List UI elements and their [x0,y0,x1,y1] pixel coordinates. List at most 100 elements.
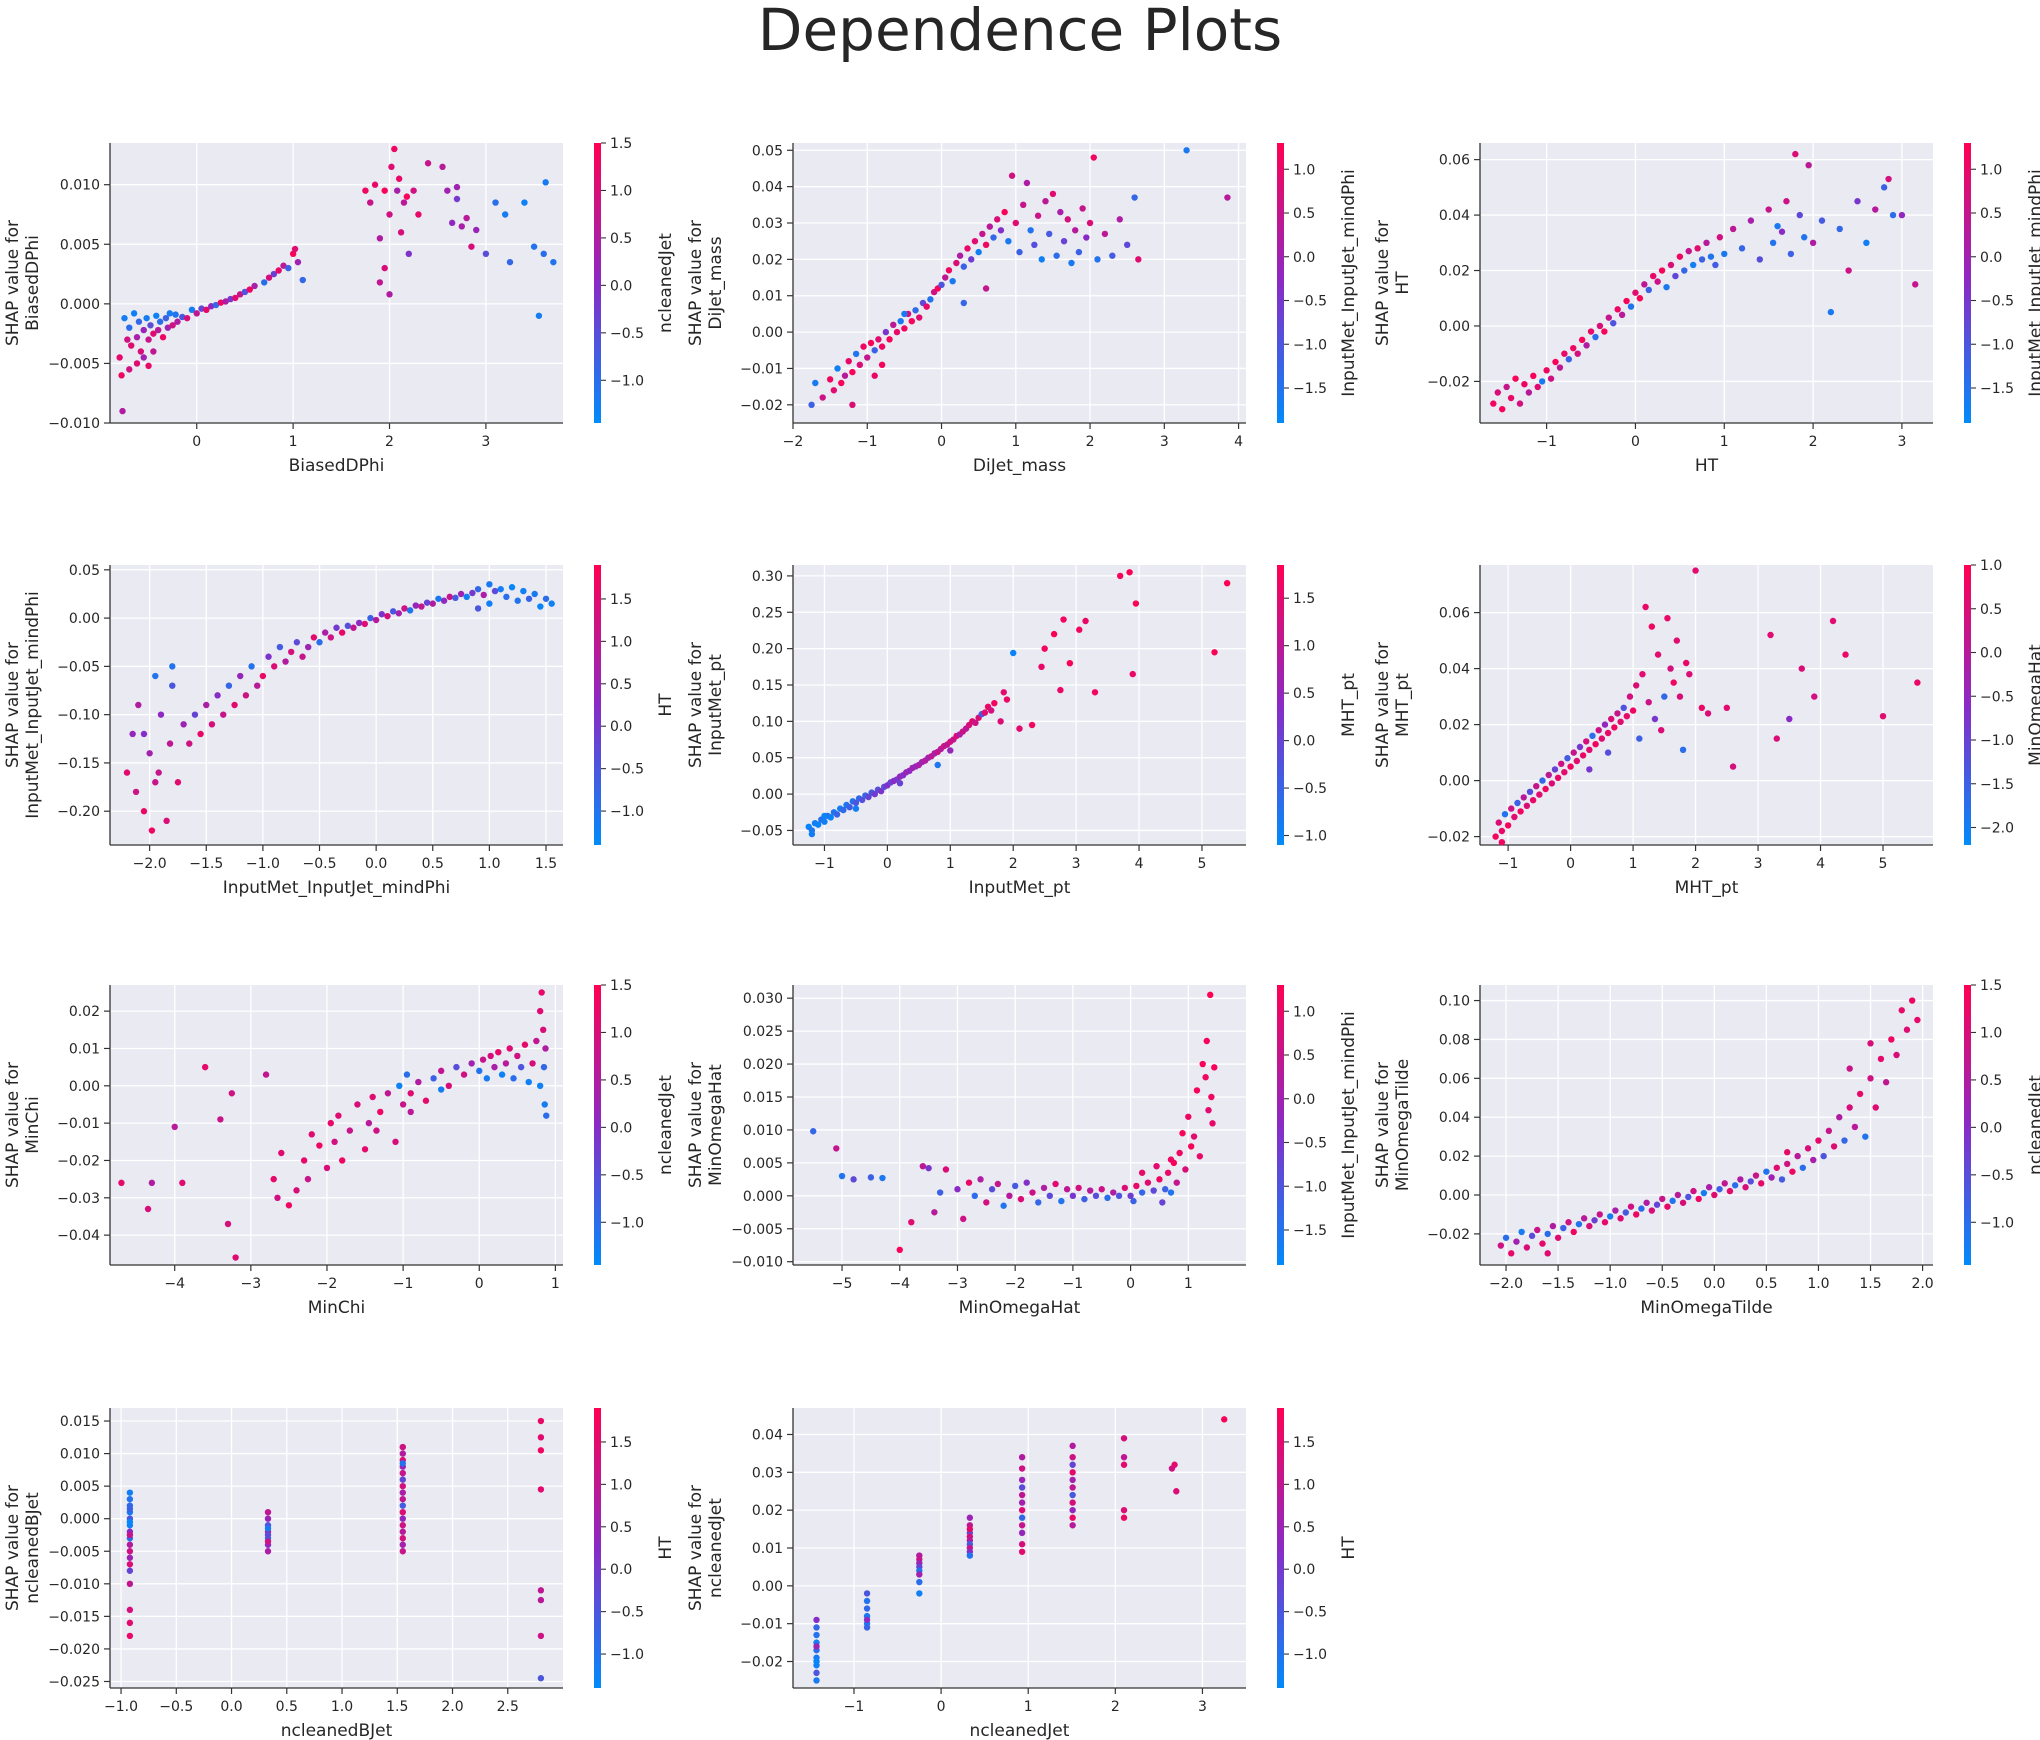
data-point [975,248,982,256]
data-point [482,250,490,258]
data-point [1648,1207,1656,1214]
data-point [1090,154,1097,161]
data-point [386,291,393,298]
data-point [169,322,176,329]
data-point [808,830,816,838]
data-point [1525,389,1533,396]
data-point [864,354,871,361]
data-point [437,1067,445,1075]
data-point [391,145,398,153]
data-point [439,163,446,171]
x-tick-label: −2 [1005,1276,1026,1292]
data-point [542,1045,549,1052]
data-point [1789,1168,1796,1175]
data-point [1617,718,1624,725]
colorbar-tick-label: 1.5 [610,1435,632,1451]
y-axis-label: SHAP value forMinChi [3,1062,43,1188]
data-point [1645,699,1652,706]
data-point [1040,1184,1048,1192]
data-point [1626,693,1634,700]
data-point [140,326,147,334]
colorbar-tick-label: 0.5 [1293,1048,1315,1064]
data-point [410,187,417,194]
colorbar-tick-label: −1.0 [1980,337,2014,353]
data-point [537,603,544,610]
data-point [1682,659,1690,667]
y-axis-label-line: HT [1393,271,1413,295]
data-point [399,1515,406,1522]
data-point [863,1605,871,1612]
data-point [1596,322,1604,330]
data-point [1490,400,1497,407]
data-point [990,234,997,241]
y-tick-label: 0.005 [60,237,100,253]
data-point [1846,1065,1853,1072]
colorbar-tick-label: 1.0 [1293,162,1315,178]
data-point [977,1176,984,1183]
data-point [1752,1172,1760,1179]
colorbar-tick-label: −1.0 [1293,337,1327,353]
y-tick-label: −0.010 [731,1255,783,1271]
data-point [912,307,919,314]
data-point [140,354,147,361]
x-tick-label: 2 [1111,1699,1120,1715]
data-point [495,1049,502,1056]
data-point [1704,710,1712,717]
y-axis-label-line: DiJet_mass [706,236,726,329]
data-point [491,1063,498,1071]
data-point [982,285,990,292]
colorbar-tick-label: −1.0 [610,1215,644,1231]
data-point [1508,805,1515,812]
data-point [1115,1192,1123,1200]
data-point [126,1489,134,1496]
colorbar-tick-label: 0.0 [1980,1120,2002,1136]
data-point [1769,239,1777,247]
data-point [198,305,205,312]
data-point [1150,1187,1157,1194]
data-point [809,1128,817,1135]
data-point [150,330,157,337]
data-point [833,811,841,818]
data-point [1120,1506,1128,1514]
data-point [1503,383,1510,391]
x-tick-label: −2.0 [133,856,167,872]
colorbar-tick-label: 1.0 [610,634,632,650]
data-point [1173,1179,1180,1186]
data-point [270,1175,277,1183]
y-tick-label: 0.010 [60,178,100,194]
data-point [923,303,930,310]
data-point [1836,1114,1843,1121]
data-point [1121,1184,1129,1192]
y-tick-label: −0.005 [731,1222,783,1238]
data-point [174,779,182,786]
data-point [392,1138,399,1146]
data-point [520,587,527,595]
x-axis-label: HT [1695,456,1719,476]
data-point [316,639,323,646]
data-point [463,214,470,222]
data-point [1018,1484,1026,1491]
data-point [1556,364,1564,371]
data-point [1805,161,1812,169]
data-point [440,597,448,604]
x-tick-label: −0.5 [303,856,337,872]
data-point [1747,1178,1754,1185]
data-point [966,1552,974,1559]
data-point [1774,222,1781,230]
x-tick-label: −0.5 [159,1699,193,1715]
data-point [981,709,989,716]
colorbar-tick-label: −1.0 [610,804,644,820]
data-point [812,379,819,387]
data-point [399,1522,406,1529]
data-point [986,223,993,230]
x-tick-label: 0 [883,856,892,872]
data-point [1069,1192,1077,1200]
x-tick-label: 1.5 [1859,1276,1881,1292]
data-point [1526,788,1534,795]
data-point [1612,1207,1619,1214]
data-point [1130,1197,1137,1205]
colorbar [1277,565,1284,845]
data-point [1610,319,1617,327]
data-point [395,175,403,182]
colorbar-label: MinOmegaHat [2026,644,2040,766]
